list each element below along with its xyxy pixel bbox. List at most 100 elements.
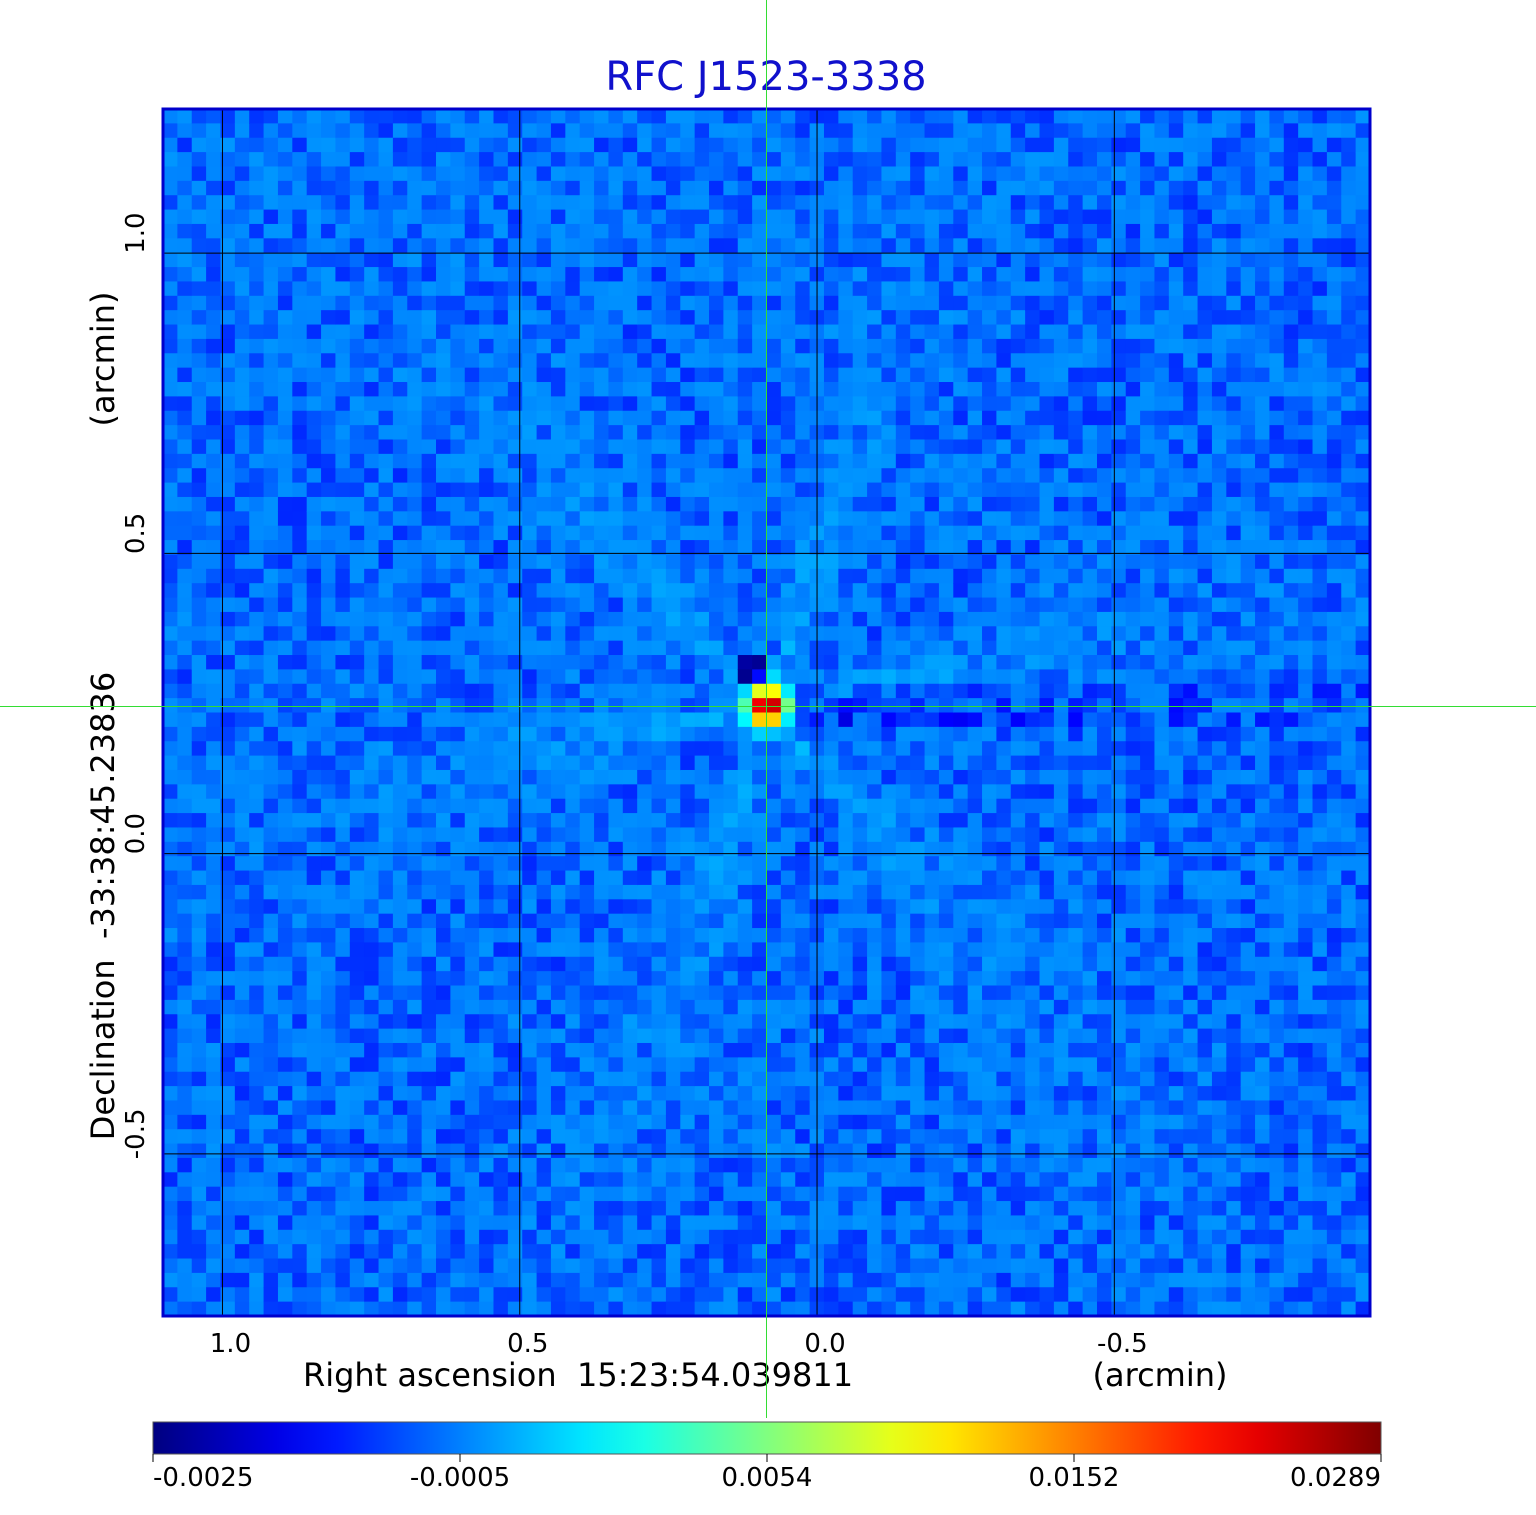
heatmap-cell (249, 712, 265, 728)
heatmap-cell (924, 223, 940, 239)
heatmap-cell (637, 1129, 653, 1145)
heatmap-cell (263, 1086, 279, 1102)
heatmap-cell (637, 712, 653, 728)
heatmap-cell (852, 683, 868, 699)
heatmap-cell (292, 913, 308, 929)
heatmap-cell (335, 741, 351, 757)
heatmap-cell (177, 1186, 193, 1202)
heatmap-cell (608, 626, 624, 642)
heatmap-cell (1010, 554, 1026, 570)
heatmap-cell (953, 310, 969, 326)
heatmap-cell (823, 1086, 839, 1102)
heatmap-cell (436, 568, 451, 584)
heatmap-cell (191, 640, 207, 656)
heatmap-cell (637, 999, 653, 1015)
heatmap-cell (177, 410, 193, 426)
heatmap-cell (766, 180, 782, 196)
heatmap-cell (321, 1201, 337, 1217)
heatmap-cell (493, 1258, 509, 1274)
heatmap-cell (220, 1215, 236, 1231)
heatmap-cell (996, 626, 1012, 642)
heatmap-cell (234, 755, 250, 771)
heatmap-cell (206, 971, 222, 987)
heatmap-cell (364, 1272, 380, 1288)
heatmap-cell (450, 1157, 466, 1173)
heatmap-cell (191, 1287, 207, 1303)
heatmap-cell (737, 554, 753, 570)
heatmap-cell (780, 899, 796, 915)
heatmap-cell (450, 324, 466, 340)
heatmap-cell (234, 597, 250, 613)
heatmap-cell (292, 856, 308, 872)
heatmap-cell (163, 195, 178, 211)
heatmap-cell (292, 813, 308, 829)
heatmap-cell (321, 640, 337, 656)
heatmap-cell (594, 267, 610, 283)
heatmap-cell (838, 913, 854, 929)
heatmap-cell (881, 223, 897, 239)
heatmap-cell (852, 841, 868, 857)
heatmap-cell (493, 999, 509, 1015)
heatmap-cell (493, 338, 509, 354)
heatmap-cell (709, 698, 724, 714)
heatmap-cell (867, 425, 883, 441)
heatmap-cell (507, 784, 523, 800)
heatmap-cell (608, 726, 624, 742)
heatmap-cell (780, 1086, 796, 1102)
heatmap-cell (924, 1244, 940, 1260)
heatmap-cell (263, 870, 279, 886)
heatmap-cell (594, 698, 610, 714)
heatmap-cell (450, 827, 466, 843)
heatmap-cell (421, 1172, 437, 1188)
heatmap-cell (436, 439, 451, 455)
heatmap-cell (206, 1287, 222, 1303)
heatmap-cell (306, 769, 322, 785)
heatmap-cell (838, 180, 854, 196)
heatmap-cell (608, 1172, 624, 1188)
heatmap-cell (493, 1272, 509, 1288)
heatmap-cell (838, 281, 854, 297)
heatmap-cell (335, 899, 351, 915)
heatmap-cell (651, 382, 667, 397)
heatmap-cell (436, 1114, 451, 1130)
heatmap-cell (996, 655, 1012, 670)
heatmap-cell (421, 971, 437, 987)
heatmap-cell (665, 1014, 681, 1030)
heatmap-cell (522, 137, 538, 153)
heatmap-cell (852, 540, 868, 556)
heatmap-cell (234, 928, 250, 944)
heatmap-cell (665, 841, 681, 857)
heatmap-cell (234, 1229, 250, 1245)
heatmap-cell (421, 597, 437, 613)
heatmap-cell (163, 985, 178, 1001)
heatmap-cell (637, 741, 653, 757)
heatmap-cell (881, 267, 897, 283)
heatmap-cell (737, 971, 753, 987)
heatmap-cell (479, 410, 495, 426)
heatmap-cell (665, 1114, 681, 1130)
heatmap-cell (910, 1100, 926, 1116)
heatmap-cell (709, 281, 724, 297)
heatmap-cell (737, 597, 753, 613)
heatmap-cell (263, 884, 279, 900)
heatmap-cell (867, 137, 883, 153)
heatmap-cell (838, 195, 854, 211)
heatmap-cell (349, 295, 365, 311)
heatmap-cell (277, 1129, 293, 1145)
heatmap-cell (823, 870, 839, 886)
heatmap-cell (292, 1186, 308, 1202)
heatmap-cell (637, 1229, 653, 1245)
heatmap-cell (277, 1258, 293, 1274)
heatmap-cell (421, 223, 437, 239)
heatmap-cell (565, 1042, 581, 1058)
heatmap-cell (249, 583, 265, 599)
heatmap-cell (637, 1244, 653, 1260)
heatmap-cell (493, 353, 509, 369)
heatmap-cell (709, 899, 724, 915)
heatmap-cell (953, 1287, 969, 1303)
heatmap-cell (436, 123, 451, 139)
heatmap-cell (378, 999, 394, 1015)
heatmap-cell (709, 583, 724, 599)
heatmap-cell (996, 827, 1012, 843)
heatmap-cell (493, 223, 509, 239)
